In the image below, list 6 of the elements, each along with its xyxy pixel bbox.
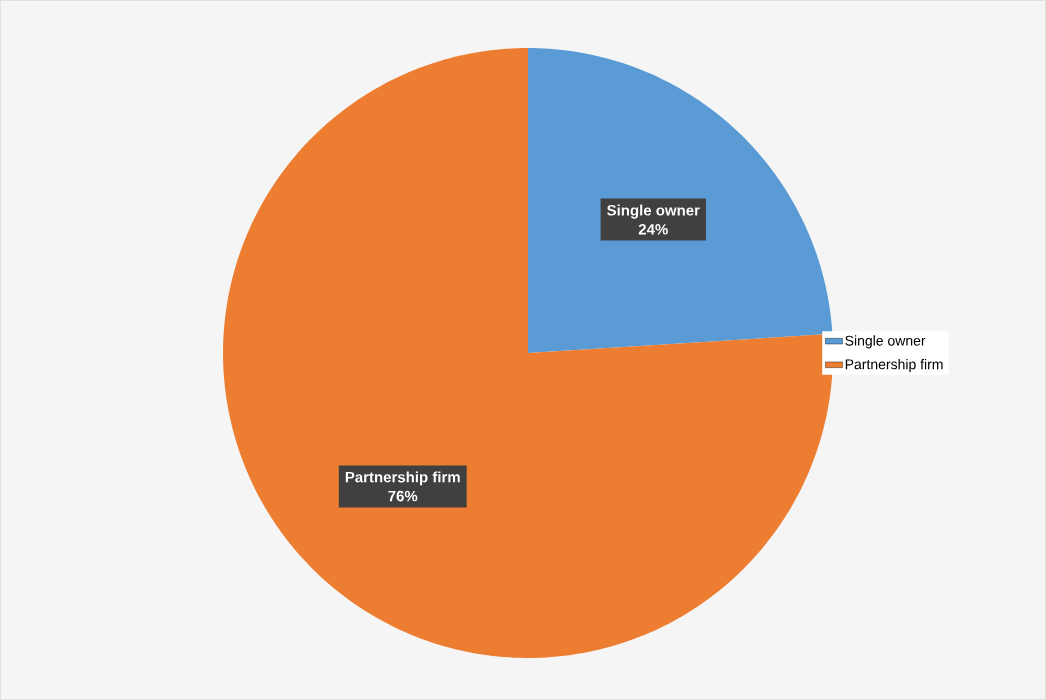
slice-label: Partnership firm <box>345 471 460 486</box>
legend-label: Single owner <box>845 335 926 349</box>
slice-label: Single owner <box>607 204 700 219</box>
data-label: 24% <box>638 223 668 235</box>
legend-label: Partnership firm <box>845 358 943 373</box>
data-label: 76% <box>388 490 418 502</box>
